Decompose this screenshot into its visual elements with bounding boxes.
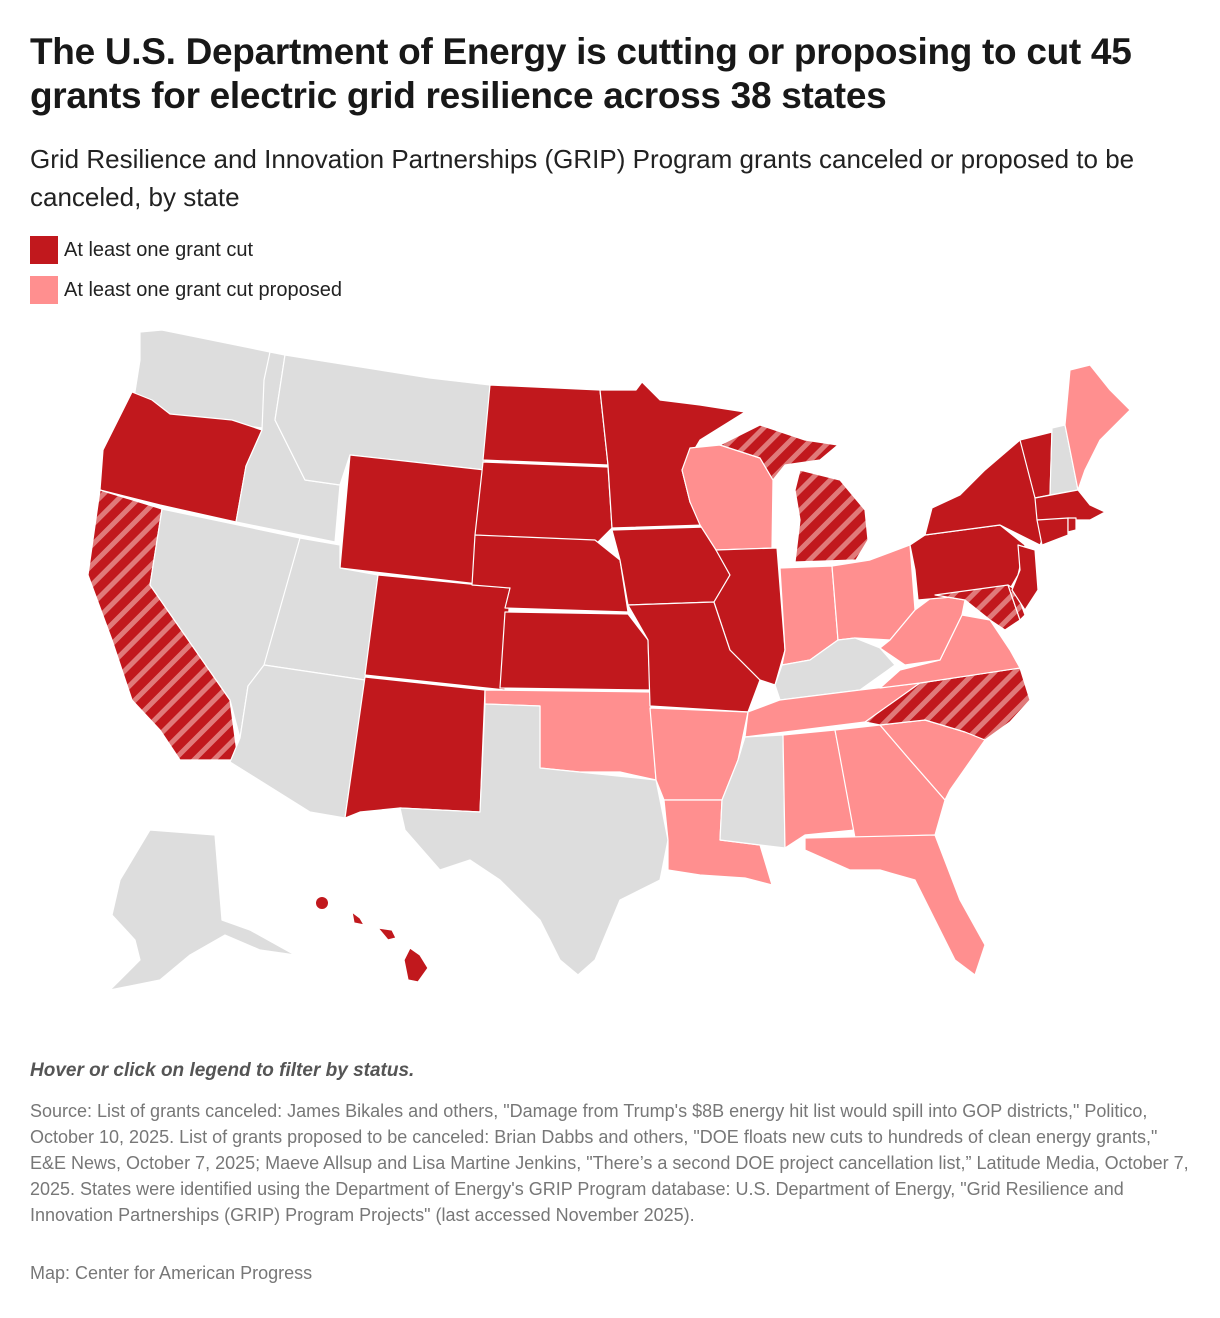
legend-swatch-cut (30, 236, 58, 264)
legend: At least one grant cut At least one gran… (30, 236, 342, 316)
state-il[interactable] (713, 547, 786, 686)
state-fl[interactable] (804, 834, 986, 976)
state-nd[interactable] (482, 384, 609, 466)
state-az[interactable] (229, 664, 366, 819)
state-ri[interactable] (1067, 517, 1077, 533)
state-ks[interactable] (499, 611, 651, 691)
state-wv[interactable] (879, 594, 966, 666)
state-hi[interactable] (316, 897, 429, 983)
state-tx[interactable] (399, 703, 669, 976)
us-map (87, 329, 1131, 991)
legend-item-cut[interactable]: At least one grant cut (30, 236, 342, 264)
chart-title: The U.S. Department of Energy is cutting… (30, 31, 1132, 116)
legend-swatch-proposed (30, 276, 58, 304)
map-credit: Map: Center for American Progress (30, 1263, 313, 1283)
state-ak[interactable] (109, 829, 296, 991)
state-ne[interactable] (471, 534, 629, 613)
state-nm[interactable] (344, 676, 486, 819)
legend-label: At least one grant cut (64, 238, 254, 261)
chart-subtitle: Grid Resilience and Innovation Partnersh… (30, 144, 1135, 212)
state-co[interactable] (364, 574, 511, 691)
state-al[interactable] (782, 729, 856, 849)
source-text: Source: List of grants canceled: James B… (30, 1101, 1189, 1225)
state-sd[interactable] (474, 461, 613, 546)
state-nj[interactable] (1011, 544, 1039, 611)
interaction-note: Hover or click on legend to filter by st… (30, 1060, 415, 1081)
legend-item-proposed[interactable]: At least one grant cut proposed (30, 276, 342, 304)
state-mi[interactable] (719, 424, 869, 563)
state-mn[interactable] (599, 381, 746, 529)
state-ct[interactable] (1036, 517, 1069, 546)
legend-label: At least one grant cut proposed (64, 278, 342, 301)
state-me[interactable] (1064, 364, 1131, 491)
state-wy[interactable] (339, 454, 486, 585)
state-mt[interactable] (274, 354, 491, 486)
